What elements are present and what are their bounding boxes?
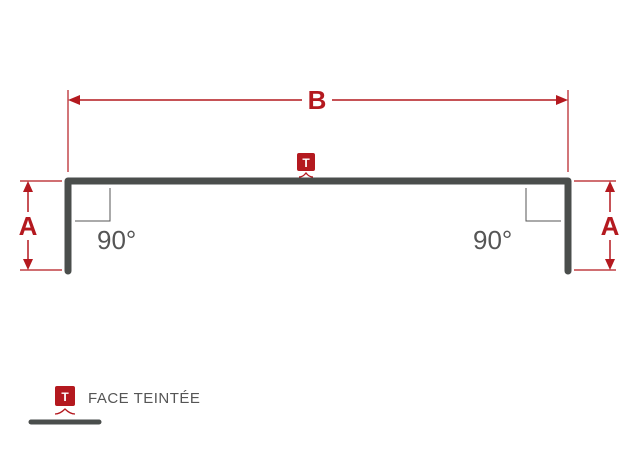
legend-badge bbox=[55, 386, 75, 406]
tinted-face-badge bbox=[297, 153, 315, 171]
arrowhead-down bbox=[23, 259, 33, 270]
arrowhead-up bbox=[605, 181, 615, 192]
arrowhead-left bbox=[68, 95, 80, 105]
legend-caret-icon bbox=[54, 408, 76, 415]
dimension-a-right: A bbox=[574, 180, 620, 271]
legend: T FACE TEINTÉE bbox=[28, 386, 200, 425]
angle-marker-left: 90° bbox=[75, 188, 136, 255]
arrowhead-down bbox=[605, 259, 615, 270]
right-angle-icon bbox=[525, 188, 561, 222]
legend-badge-letter: T bbox=[61, 390, 69, 404]
arrowhead-right bbox=[556, 95, 568, 105]
legend-label: FACE TEINTÉE bbox=[88, 390, 200, 407]
angle-label-left: 90° bbox=[97, 225, 136, 255]
right-angle-icon bbox=[75, 188, 111, 222]
dimension-b: B bbox=[67, 85, 569, 172]
dimension-label-a-right: A bbox=[601, 211, 620, 241]
tinted-face-marker: T bbox=[297, 153, 315, 178]
channel-profile bbox=[64, 177, 572, 275]
dimension-label-b: B bbox=[308, 85, 327, 115]
dimension-label-a-left: A bbox=[19, 211, 38, 241]
caret-icon bbox=[298, 171, 314, 178]
dimension-a-left: A bbox=[19, 180, 62, 271]
tinted-face-badge-letter: T bbox=[302, 156, 310, 170]
arrowhead-up bbox=[23, 181, 33, 192]
angle-marker-right: 90° bbox=[473, 188, 561, 255]
angle-label-right: 90° bbox=[473, 225, 512, 255]
